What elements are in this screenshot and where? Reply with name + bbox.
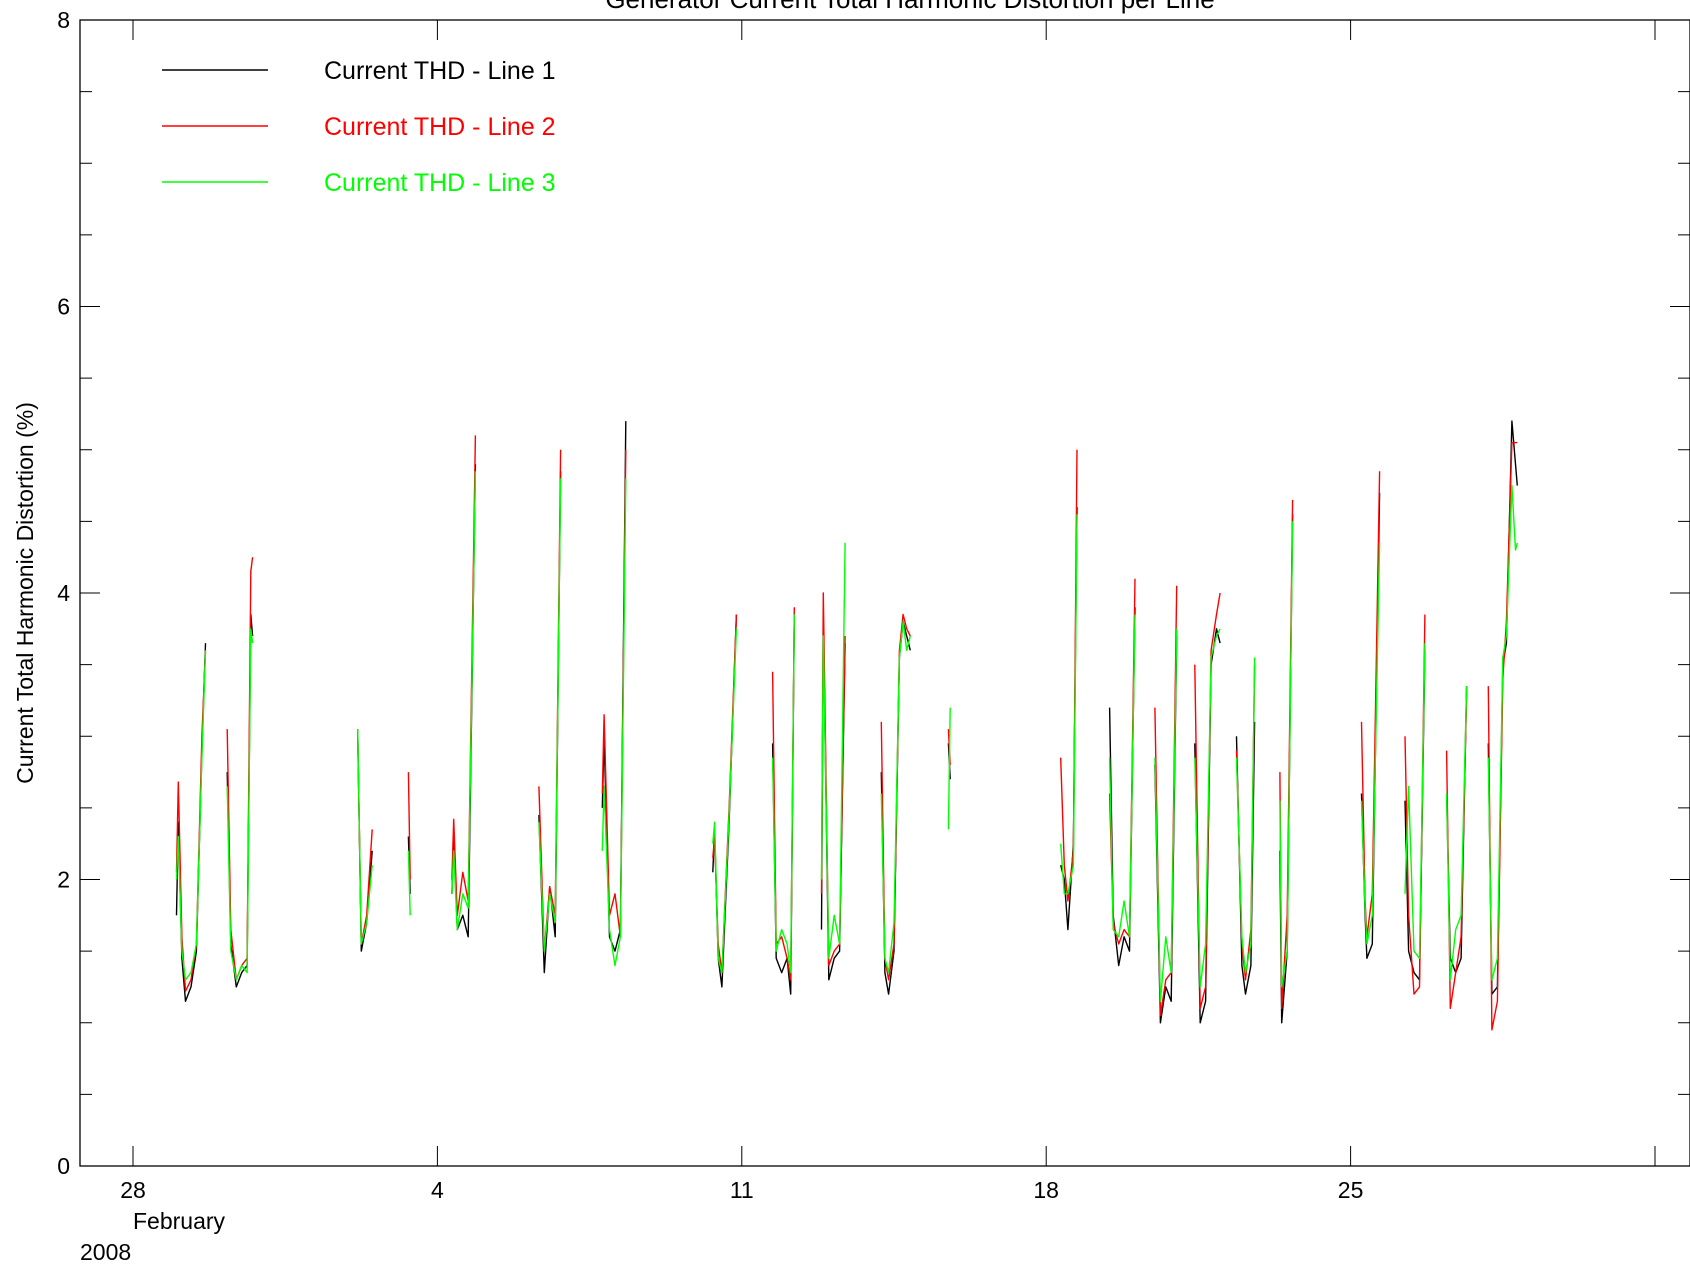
series-line-segment bbox=[407, 772, 411, 880]
series-line-segment bbox=[175, 650, 207, 981]
series-1 bbox=[175, 420, 1518, 1024]
plot-frame bbox=[79, 19, 1690, 1167]
series-line-segment bbox=[880, 620, 911, 974]
x-tick-label: 28 bbox=[120, 1177, 146, 1203]
series-line-segment bbox=[1487, 484, 1518, 981]
y-axis: 0 2 4 6 8 bbox=[57, 7, 1690, 1179]
series-2 bbox=[175, 435, 1518, 1031]
series-line-segment bbox=[1279, 521, 1294, 988]
series-line-segment bbox=[1445, 686, 1468, 981]
series-line-segment bbox=[712, 614, 738, 988]
series-line-segment bbox=[771, 614, 795, 974]
series-line-segment bbox=[712, 628, 738, 974]
series-line-segment bbox=[226, 628, 254, 981]
series-line-segment bbox=[947, 707, 951, 830]
legend-label: Current THD - Line 3 bbox=[324, 169, 556, 197]
legend-label: Current THD - Line 1 bbox=[324, 57, 556, 85]
x-tick-label: 11 bbox=[730, 1177, 754, 1203]
x-tick-label: 4 bbox=[431, 1177, 444, 1203]
series-line-segment bbox=[820, 542, 846, 959]
x-tick-label: 18 bbox=[1033, 1177, 1059, 1203]
series-line-segment bbox=[1487, 441, 1518, 1031]
y-tick-label: 6 bbox=[57, 294, 70, 320]
series-line-segment bbox=[1060, 514, 1078, 895]
series-layer bbox=[175, 420, 1518, 1031]
series-line-segment bbox=[1154, 628, 1178, 1002]
series-line-segment bbox=[1194, 628, 1221, 988]
series-line-segment bbox=[1108, 614, 1136, 938]
series-line-segment bbox=[451, 471, 477, 931]
legend-label: Current THD - Line 2 bbox=[324, 113, 556, 141]
series-line-segment bbox=[601, 478, 627, 967]
x-month-label: February bbox=[133, 1208, 226, 1234]
x-year-label: 2008 bbox=[80, 1239, 131, 1265]
y-tick-label: 2 bbox=[57, 867, 70, 893]
series-line-segment bbox=[1235, 657, 1256, 974]
x-axis: 28 4 11 18 25 bbox=[120, 20, 1656, 1203]
series-line-segment bbox=[1060, 449, 1078, 902]
legend: Current THD - Line 1 Current THD - Line 2… bbox=[162, 57, 556, 197]
series-line-segment bbox=[538, 478, 562, 952]
series-line-segment bbox=[357, 729, 373, 945]
series-line-segment bbox=[1404, 643, 1426, 959]
x-tick-label: 25 bbox=[1338, 1177, 1364, 1203]
y-tick-label: 8 bbox=[57, 7, 70, 33]
chart-title: Generator Current Total Harmonic Distort… bbox=[605, 0, 1214, 14]
series-3 bbox=[175, 471, 1518, 1002]
series-line-segment bbox=[175, 643, 207, 1002]
y-axis-label: Current Total Harmonic Distortion (%) bbox=[12, 402, 38, 784]
series-line-segment bbox=[880, 613, 911, 981]
series-line-segment bbox=[1360, 542, 1381, 945]
series-line-segment bbox=[601, 421, 627, 952]
y-tick-label: 0 bbox=[57, 1153, 70, 1179]
y-tick-label: 4 bbox=[57, 580, 70, 606]
series-line-segment bbox=[407, 850, 411, 916]
